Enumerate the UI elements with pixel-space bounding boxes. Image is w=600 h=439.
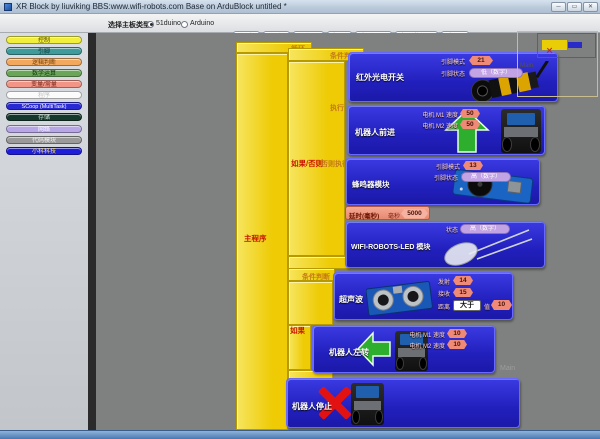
buzzer-pin-mode-value[interactable]: 13 (463, 161, 483, 170)
ifelse-test-label: 条件判断 (330, 53, 358, 60)
ir-pin-state-label: 引脚状态 (440, 72, 465, 78)
ultrasonic-tx-value[interactable]: 14 (453, 276, 473, 285)
main-program-column[interactable] (236, 53, 288, 430)
ir-sensor-icon (467, 59, 553, 103)
if-test-label: 条件判断 (302, 274, 330, 281)
robot-stop-block[interactable]: 机器人停止 (286, 378, 520, 428)
main-program-name: 主程序 (244, 234, 267, 243)
delay-block[interactable]: 延时(毫秒) 毫秒 5000 (345, 206, 430, 220)
category-logic[interactable]: 逻辑判断 (6, 58, 82, 66)
forward-m2-value[interactable]: 50 (460, 120, 480, 129)
left-m2-label: 电机 M2 速度 (409, 344, 445, 350)
close-button[interactable]: ✕ (583, 2, 598, 12)
delay-value[interactable]: 5000 (401, 208, 428, 219)
led-block-name: WIFI-ROBOTS-LED 模块 (351, 244, 431, 251)
category-variables[interactable]: 变量/常量 (6, 80, 82, 88)
workspace-canvas[interactable]: 循环 主程序 条件判断 执行 如果/否则 否则执行 条件判断 如果 执行 红外光… (96, 33, 600, 430)
robot-photo-icon-3 (351, 383, 384, 425)
ifelse-block-column[interactable] (288, 61, 345, 256)
category-control[interactable]: 控制 (6, 36, 82, 44)
category-code-module[interactable]: 代码模块 (6, 135, 82, 144)
maximize-button[interactable]: ▭ (567, 2, 582, 12)
radio-51duino[interactable] (147, 20, 154, 28)
ifelse-block-top[interactable]: 条件判断 (288, 48, 364, 61)
category-pins[interactable]: 引脚 (6, 47, 82, 55)
left-m1-value[interactable]: 10 (447, 329, 467, 338)
robot-photo-icon (501, 109, 541, 153)
category-storage[interactable]: 存储 (6, 113, 82, 121)
ultrasonic-value-label: 值 (483, 305, 490, 311)
buzzer-block-name: 蜂鸣器模块 (352, 180, 390, 189)
left-block-name: 机器人左转 (329, 348, 369, 357)
radio-51duino-label[interactable]: 51duino (156, 20, 181, 27)
ultrasonic-block[interactable]: 超声波 发射 14 接收 15 距离 大于 值 10 (333, 272, 513, 320)
ir-switch-block[interactable]: 红外光电开关 引脚模式 21 引脚状态 低（数字） (348, 52, 558, 103)
if-block-name: 如果 (290, 326, 305, 335)
led-state-label: 状态 (445, 228, 458, 234)
board-type-label: 选择主板类型 (108, 22, 150, 29)
ifelse-else-label: 否则执行 (321, 161, 349, 168)
title-bar: XR Block by liuviking BBS:www.wifi-robot… (0, 0, 600, 14)
delay-block-name: 延时(毫秒) (349, 213, 380, 220)
minimap-page-label: Main. (520, 63, 535, 69)
category-program[interactable]: 程序 (6, 91, 82, 99)
ifelse-block-name: 如果/否则 (291, 159, 324, 168)
ultrasonic-distance-label: 距离 (437, 305, 450, 311)
forward-m1-value[interactable]: 50 (460, 109, 480, 118)
if-block-column[interactable] (288, 325, 311, 370)
minimize-button[interactable]: ─ (551, 2, 566, 12)
window-title: XR Block by liuviking BBS:www.wifi-robot… (16, 2, 287, 11)
minimap-blue-shape (568, 42, 582, 48)
left-arrow-icon (356, 331, 392, 367)
minimap-yellow-shape (542, 40, 567, 50)
ir-pin-state-value[interactable]: 低（数字） (469, 68, 523, 78)
category-scoop[interactable]: SCoop (MultiTask) (6, 102, 82, 110)
toolbar: 选择主板类型 51duino Arduino 新建 保存 另存为 打开 生成代码… (0, 14, 600, 44)
forward-m2-label: 电机 M2 速度 (422, 124, 458, 130)
robot-photo-icon-2 (395, 331, 428, 371)
robot-left-block[interactable]: 机器人左转 电机 M1 速度 10 电机 M2 速度 10 (312, 325, 495, 373)
stop-block-name: 机器人停止 (292, 402, 332, 411)
ultrasonic-compare-value[interactable]: 10 (491, 300, 512, 310)
forward-m1-label: 电机 M1 速度 (422, 113, 458, 119)
category-xiaoke[interactable]: 小科科技 (6, 146, 82, 155)
minimap-viewport[interactable] (537, 33, 596, 58)
left-m2-value[interactable]: 10 (447, 340, 467, 349)
window-bottom-frame (0, 430, 600, 439)
ultrasonic-block-name: 超声波 (339, 295, 363, 304)
ultrasonic-icon (365, 277, 434, 317)
left-m1-label: 电机 M1 速度 (409, 333, 445, 339)
ir-pin-mode-label: 引脚模式 (440, 60, 465, 66)
ultrasonic-tx-label: 发射 (437, 280, 450, 286)
category-math[interactable]: 数学运算 (6, 69, 82, 77)
buzzer-pin-state-value[interactable]: 高（数字） (461, 172, 511, 182)
buzzer-block[interactable]: 蜂鸣器模块 引脚模式 13 引脚状态 高（数字） (345, 158, 540, 205)
led-block[interactable]: WIFI-ROBOTS-LED 模块 状态 高（数字） (345, 221, 545, 268)
ir-pin-mode-value[interactable]: 21 (469, 56, 493, 65)
ultrasonic-rx-value[interactable]: 15 (453, 288, 473, 297)
radio-arduino-label[interactable]: Arduino (190, 20, 215, 27)
overview-minimap[interactable]: Main. (517, 31, 598, 97)
buzzer-pin-mode-label: 引脚模式 (435, 165, 460, 171)
app-icon (4, 3, 12, 11)
ultrasonic-rx-label: 接收 (437, 292, 450, 298)
robot-forward-block[interactable]: 机器人前进 电机 M1 速度 50 电机 M2 速度 50 (347, 105, 545, 155)
page-watermark: Main (500, 365, 516, 372)
if-block-shoulder[interactable] (288, 281, 333, 325)
delay-unit-label: 毫秒 (388, 213, 401, 220)
buzzer-pin-state-label: 引脚状态 (433, 176, 458, 182)
forward-block-name: 机器人前进 (355, 128, 395, 137)
comparator-dropdown[interactable]: 大于 (453, 299, 481, 311)
radio-arduino[interactable] (181, 20, 188, 28)
ir-block-name: 红外光电开关 (356, 73, 404, 82)
category-network[interactable]: 网络 (6, 124, 82, 133)
led-state-value[interactable]: 高（数字） (460, 224, 510, 234)
led-icon (431, 228, 536, 266)
block-palette: 控制 引脚 逻辑判断 数学运算 变量/常量 程序 SCoop (MultiTas… (0, 33, 88, 430)
ifelse-do-label: 执行 (330, 105, 344, 112)
minimap-x-shape (546, 47, 552, 53)
panel-divider (88, 33, 96, 430)
